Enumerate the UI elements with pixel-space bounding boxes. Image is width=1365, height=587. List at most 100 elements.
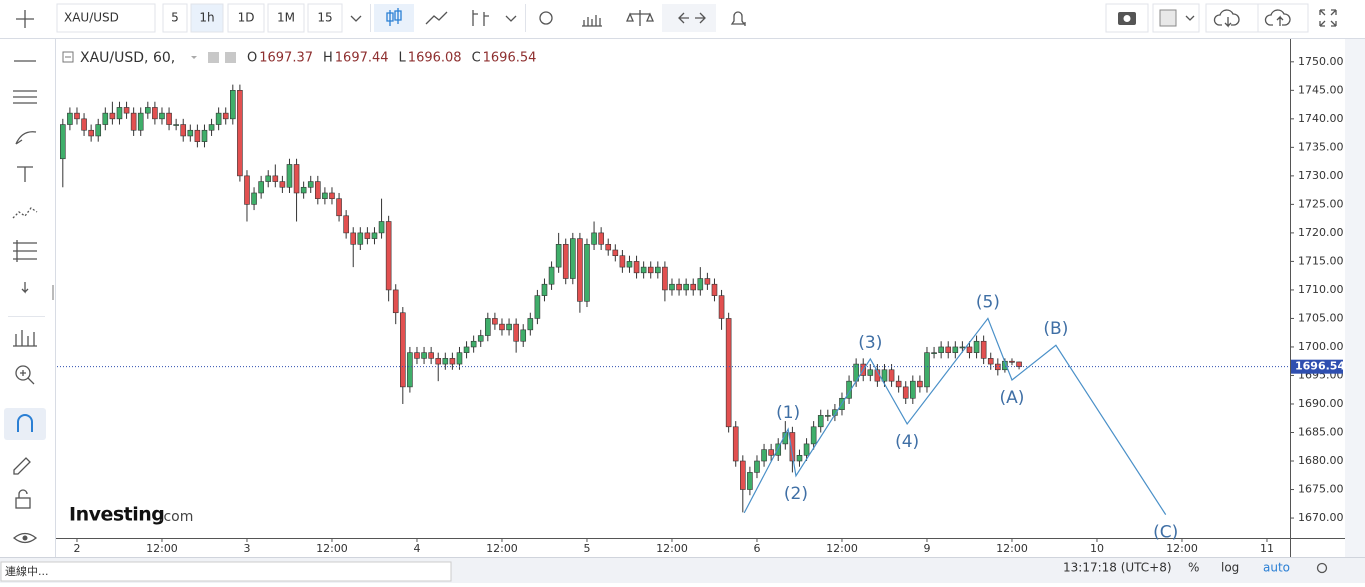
- x-tick-label: 12:00: [316, 542, 348, 555]
- indicator-icon[interactable]: [472, 10, 489, 26]
- x-tick-label: 10: [1090, 542, 1104, 555]
- load-button[interactable]: [1205, 3, 1259, 33]
- price-label-box: [1291, 359, 1343, 374]
- interval-button[interactable]: [162, 3, 188, 33]
- dropdown-icon[interactable]: [350, 15, 362, 22]
- ohlc-key: L: [399, 51, 407, 66]
- candle-body: [683, 283, 689, 291]
- candle-body: [513, 323, 519, 342]
- candle-body: [307, 181, 314, 188]
- candle-body: [761, 449, 767, 462]
- measure-icon[interactable]: [13, 330, 37, 347]
- collapse-legend[interactable]: [62, 51, 74, 63]
- candle-body: [995, 363, 1001, 371]
- candle-body: [237, 90, 243, 177]
- candle-body: [612, 249, 619, 257]
- dropdown-icon[interactable]: [505, 15, 517, 22]
- candle-body: [251, 192, 257, 205]
- arrow-icon[interactable]: [21, 282, 29, 294]
- pattern-icon[interactable]: [12, 207, 38, 219]
- fib-icon[interactable]: [13, 90, 37, 104]
- settings-icon[interactable]: [1316, 562, 1328, 574]
- y-tick-label: 1720.00: [1298, 226, 1344, 239]
- candle-body: [740, 460, 746, 490]
- magnet-icon[interactable]: [17, 414, 33, 432]
- candle-body: [966, 346, 973, 353]
- x-tick-label: 9: [923, 542, 930, 555]
- crosshair-icon[interactable]: [16, 10, 34, 28]
- candle-button[interactable]: [374, 4, 414, 32]
- cloud-down-icon[interactable]: [1213, 9, 1240, 28]
- interval-button[interactable]: [227, 3, 265, 33]
- candle-body: [222, 112, 229, 120]
- y-tick-label: 1700.00: [1298, 340, 1344, 353]
- undo-icon[interactable]: [678, 12, 689, 24]
- symbol-box[interactable]: [56, 3, 156, 33]
- dropdown-icon[interactable]: [1185, 15, 1195, 21]
- compare-icon[interactable]: [626, 10, 654, 26]
- candle-body: [796, 455, 803, 462]
- wave-label: (C): [1153, 523, 1178, 543]
- alert-icon[interactable]: [730, 11, 746, 26]
- magnet-button[interactable]: [4, 408, 46, 440]
- ohlc-value: 1697.37: [259, 51, 313, 66]
- cloud-up-icon[interactable]: [1264, 9, 1291, 26]
- candle-body: [215, 112, 222, 125]
- scale-button[interactable]: %: [1188, 561, 1199, 575]
- candle-body: [293, 164, 300, 194]
- candle-body: [591, 232, 597, 245]
- candle-body: [470, 340, 477, 348]
- settings-icon[interactable]: [225, 52, 236, 63]
- interval-button[interactable]: [267, 3, 305, 33]
- eye-icon[interactable]: [12, 532, 38, 544]
- candle-body: [1016, 361, 1022, 367]
- y-tick-label: 1750.00: [1298, 55, 1344, 68]
- candle-body: [180, 124, 187, 137]
- line-icon[interactable]: [425, 11, 448, 25]
- prediction-icon[interactable]: [13, 240, 37, 262]
- lock-draw-icon[interactable]: [13, 457, 31, 475]
- fullscreen-icon[interactable]: [1319, 9, 1337, 27]
- interval-label[interactable]: 15: [317, 11, 332, 25]
- candle-body: [747, 472, 753, 490]
- wave-label: (3): [858, 333, 882, 353]
- candle-body: [952, 346, 959, 353]
- candle-body: [336, 198, 342, 217]
- title-dropdown[interactable]: [191, 56, 197, 59]
- ohlc-legend: O 1697.37 H 1697.44 L 1696.08 C 1696.54: [247, 51, 536, 66]
- hide-icon[interactable]: [208, 52, 219, 63]
- candle-body: [322, 192, 328, 199]
- lock-icon[interactable]: [15, 497, 31, 509]
- interval-button[interactable]: [190, 3, 224, 33]
- y-tick-label: 1735.00: [1298, 140, 1344, 153]
- y-tick-label: 1685.00: [1298, 425, 1344, 438]
- interval-label[interactable]: 1D: [238, 11, 255, 25]
- bars-icon[interactable]: [582, 15, 602, 27]
- symbol[interactable]: XAU/USD: [64, 11, 119, 25]
- candle-body: [520, 329, 527, 342]
- scale-button[interactable]: log: [1221, 561, 1239, 575]
- candle-body: [123, 107, 130, 114]
- x-tick-label: 6: [753, 542, 760, 555]
- candle-icon[interactable]: [386, 8, 402, 26]
- brush-icon[interactable]: [15, 131, 37, 145]
- candle-body: [704, 278, 711, 285]
- zoom-icon[interactable]: [15, 365, 31, 381]
- color-swatch[interactable]: [1159, 9, 1177, 27]
- candle-body: [633, 261, 640, 274]
- candle-body: [109, 112, 116, 120]
- text-icon[interactable]: [17, 166, 33, 182]
- candle-body: [598, 232, 604, 245]
- candle-body: [435, 358, 442, 365]
- candle-body: [456, 352, 463, 365]
- redo-icon[interactable]: [695, 12, 706, 24]
- interval-label[interactable]: 5: [171, 11, 179, 25]
- y-tick-label: 1730.00: [1298, 169, 1344, 182]
- candle-body: [485, 318, 491, 336]
- interval-button[interactable]: [307, 3, 343, 33]
- interval-label[interactable]: 1h: [199, 11, 214, 25]
- gear-icon[interactable]: [539, 11, 553, 25]
- scale-button[interactable]: auto: [1263, 561, 1290, 575]
- interval-label[interactable]: 1M: [277, 11, 295, 25]
- save-button[interactable]: [1257, 3, 1309, 33]
